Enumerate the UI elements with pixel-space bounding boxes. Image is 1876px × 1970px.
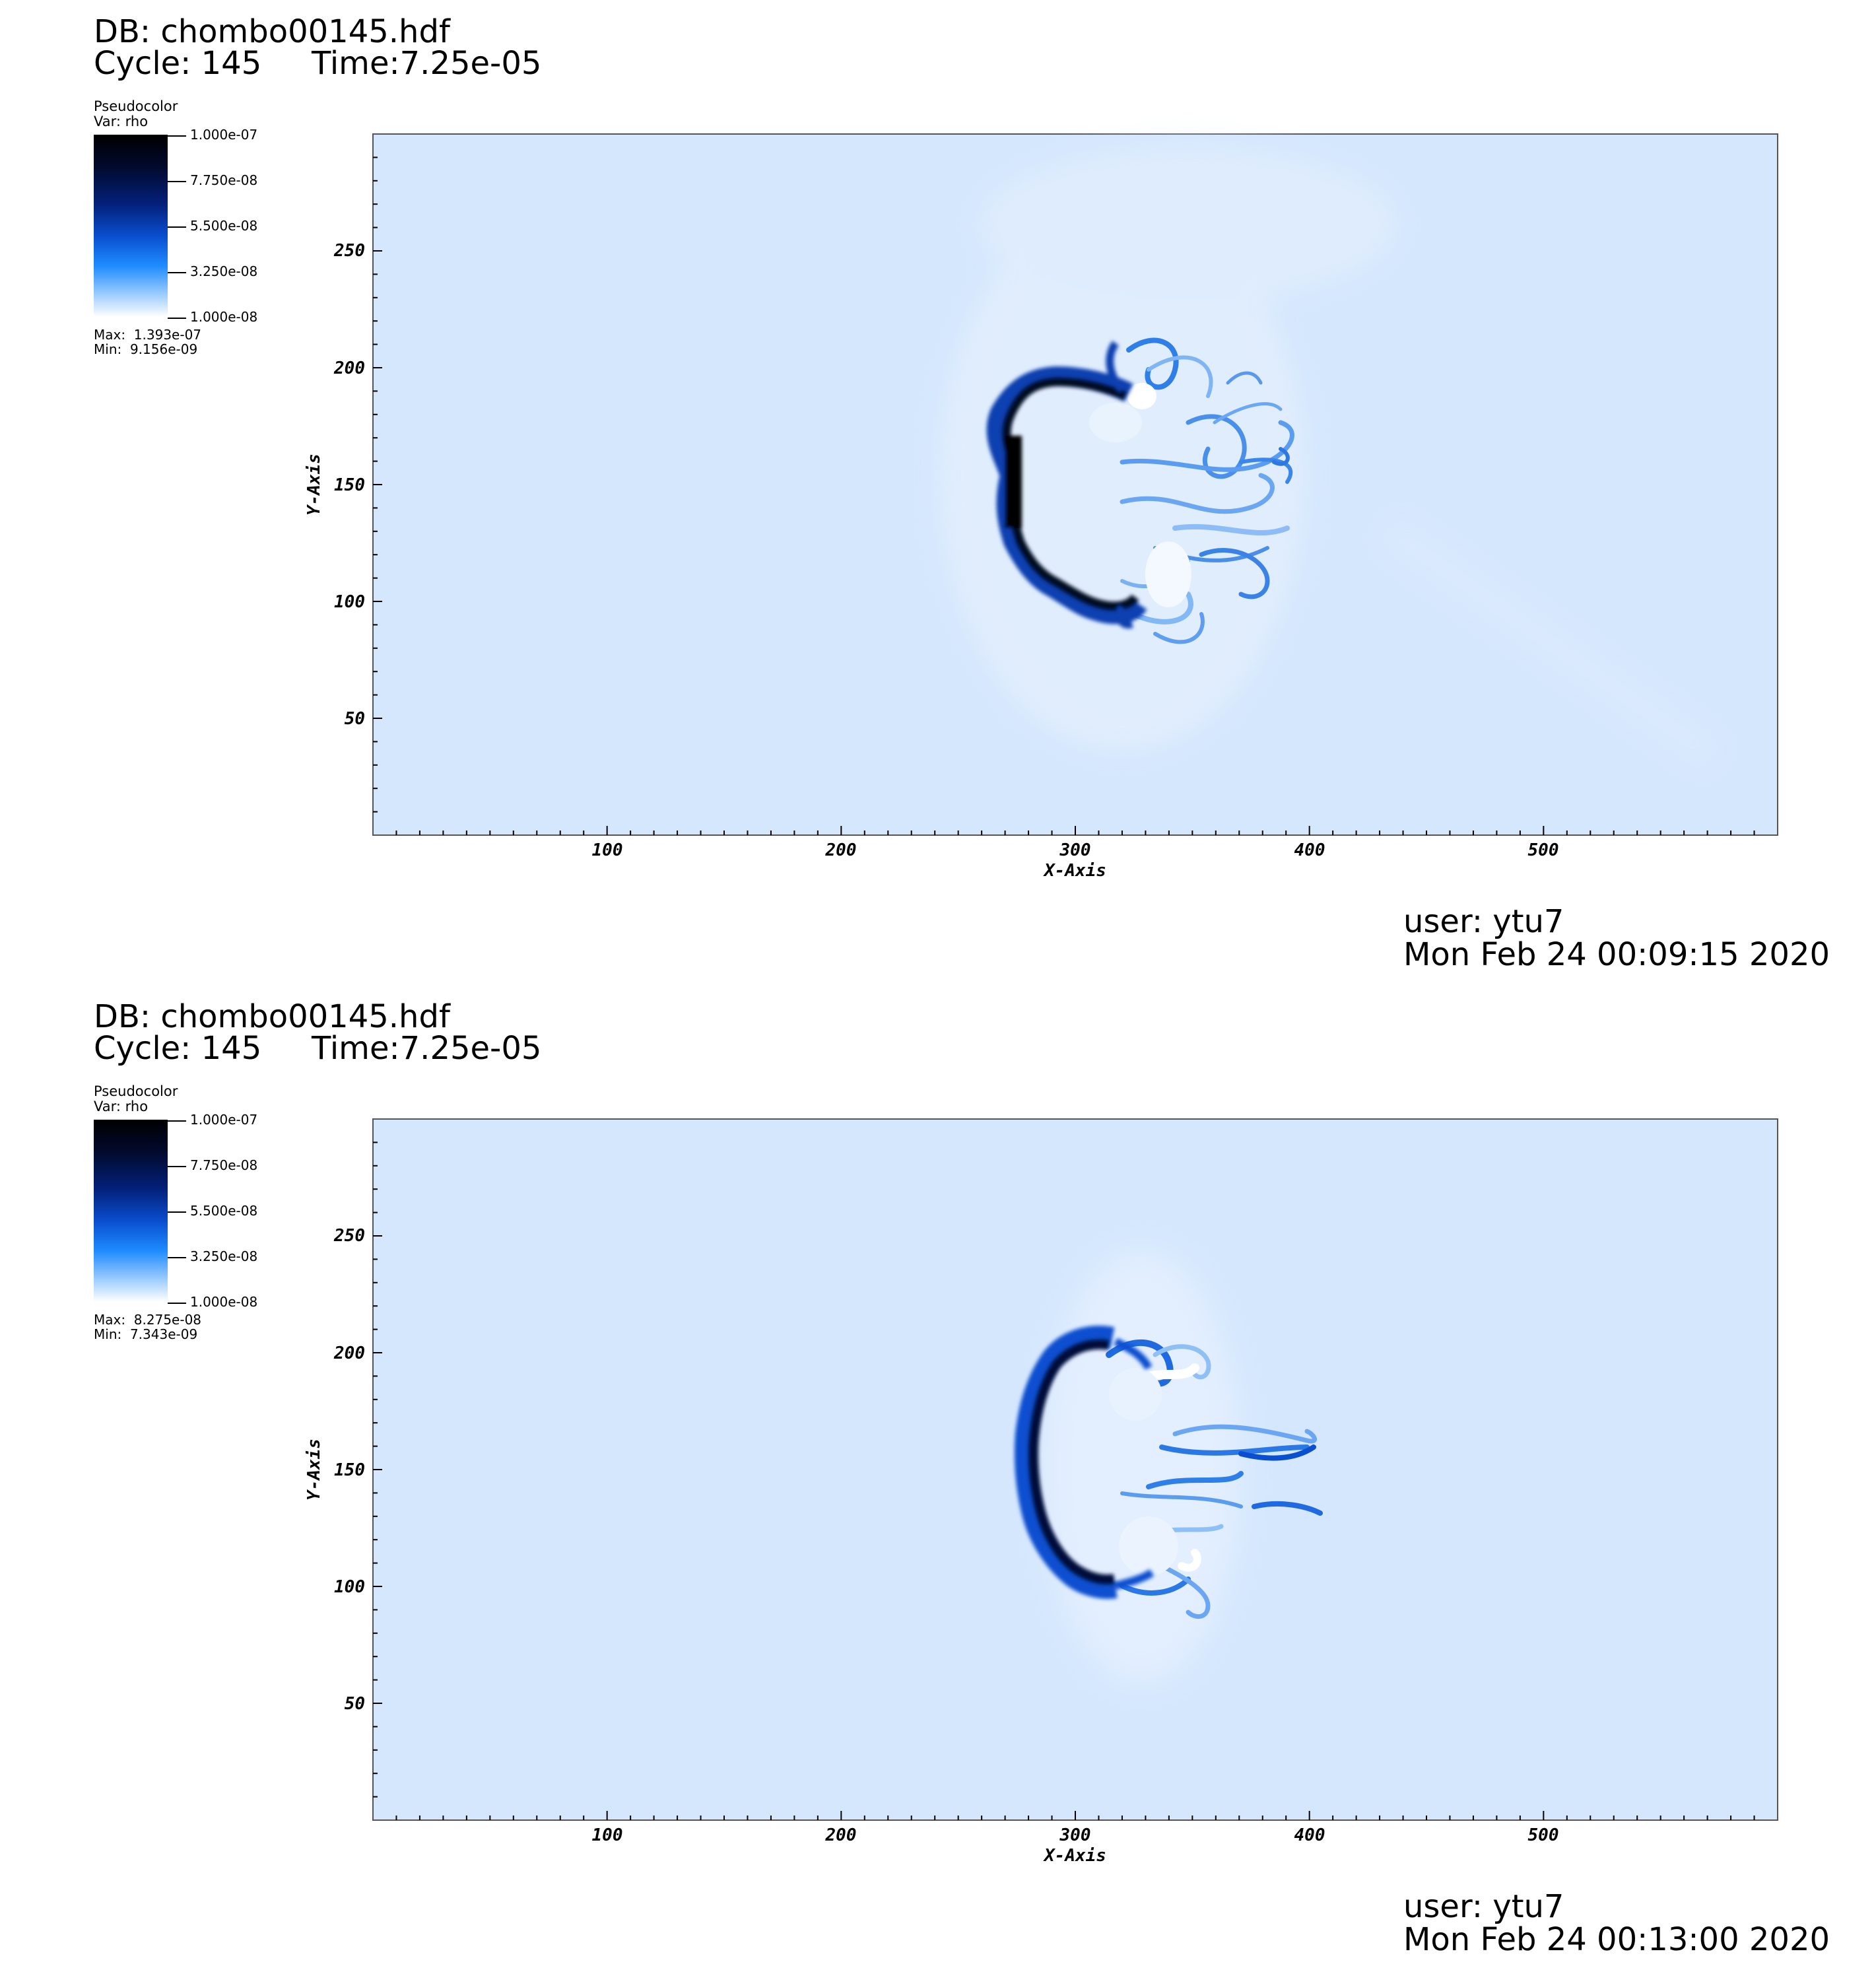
legend-min: Min: 9.156e-09 [94, 341, 198, 357]
colorbar-tick [168, 1166, 186, 1167]
colorbar-tick [168, 226, 186, 228]
x-axis-ticks [395, 1811, 1755, 1820]
colorbar [94, 135, 168, 317]
x-tick-label: 300 [1059, 840, 1091, 860]
y-tick-label: 100 [334, 592, 365, 612]
y-tick-label: 100 [334, 1577, 365, 1597]
colorbar-tick [168, 1257, 186, 1258]
db-title: DB: chombo00145.hdf [94, 998, 450, 1035]
x-tick-label: 100 [592, 1825, 623, 1845]
visit-panel-bottom: DB: chombo00145.hdf Cycle: 145 Time:7.25… [0, 985, 1876, 1970]
colorbar-tick-label: 5.500e-08 [190, 218, 258, 234]
colorbar-tick-label: 3.250e-08 [190, 1248, 258, 1264]
colorbar-tick [168, 181, 186, 182]
legend-min: Min: 7.343e-09 [94, 1326, 198, 1342]
time-label: Time:7.25e-05 [312, 1030, 542, 1067]
x-axis-ticks [395, 826, 1755, 835]
faint-halo [1043, 1249, 1241, 1685]
y-tick-label: 50 [345, 709, 365, 729]
colorbar-tick-label: 7.750e-08 [190, 1157, 258, 1173]
colorbar-tick [168, 1120, 186, 1122]
visit-panel-top: DB: chombo00145.hdf Cycle: 145 Time:7.25… [94, 13, 1830, 973]
cycle-time-line: Cycle: 145 Time:7.25e-05 [94, 45, 541, 82]
y-tick-label: 150 [334, 1460, 365, 1480]
y-axis-title: Y-Axis [304, 454, 324, 516]
swirl-filaments [1106, 1339, 1323, 1619]
colorbar-tick-label: 1.000e-08 [190, 309, 258, 325]
x-axis-title: X-Axis [1043, 861, 1106, 881]
colorbar-tick [168, 1211, 186, 1213]
legend-title: Pseudocolor [94, 98, 178, 114]
y-axis-title: Y-Axis [304, 1439, 324, 1501]
legend-max: Max: 1.393e-07 [94, 327, 202, 343]
colorbar [94, 1120, 168, 1302]
colorbar-tick [168, 318, 186, 319]
colorbar-tick-label: 1.000e-07 [190, 1112, 258, 1128]
user-label: user: ytu7 [1403, 903, 1564, 940]
colorbar-tick-label: 1.000e-08 [190, 1294, 258, 1310]
colorbar-tick [168, 135, 186, 137]
y-tick-label: 200 [333, 358, 365, 378]
legend-var: Var: rho [94, 1099, 149, 1114]
y-tick-label: 200 [333, 1343, 365, 1363]
colorbar-tick-label: 3.250e-08 [190, 263, 258, 279]
x-tick-label: 400 [1294, 840, 1325, 860]
dense-front [986, 341, 1147, 628]
colorbar-tick-label: 1.000e-07 [190, 127, 258, 143]
faint-wake [937, 145, 1728, 776]
date-label: Mon Feb 24 00:09:15 2020 [1403, 936, 1830, 973]
cycle-label: Cycle: 145 [94, 1030, 262, 1067]
time-label: Time:7.25e-05 [312, 45, 542, 82]
y-tick-label: 250 [333, 241, 365, 261]
y-axis-ticks [373, 156, 382, 813]
x-tick-label: 500 [1528, 1825, 1559, 1845]
db-title: DB: chombo00145.hdf [94, 13, 450, 50]
dense-front [1014, 1326, 1155, 1599]
colorbar-tick [168, 1303, 186, 1304]
legend-max: Max: 8.275e-08 [94, 1312, 202, 1328]
cycle-label: Cycle: 145 [94, 45, 262, 82]
date-label: Mon Feb 24 00:13:00 2020 [1403, 1921, 1830, 1958]
y-axis-ticks [373, 1141, 382, 1798]
colorbar-tick-label: 5.500e-08 [190, 1203, 258, 1219]
colorbar-tick-label: 7.750e-08 [190, 172, 258, 188]
x-tick-label: 400 [1294, 1825, 1325, 1845]
legend-title: Pseudocolor [94, 1083, 178, 1099]
x-tick-label: 200 [825, 840, 857, 860]
plot-area: 100 200 300 400 500 X-Axis 250 200 150 1… [304, 1118, 1778, 1866]
legend-var: Var: rho [94, 114, 149, 129]
colorbar-tick [168, 272, 186, 273]
y-tick-label: 150 [334, 475, 365, 495]
swirl-filaments [1089, 337, 1294, 644]
plot-area: 100 200 300 400 500 X-Axis 250 200 150 1… [304, 133, 1778, 881]
cycle-time-line: Cycle: 145 Time:7.25e-05 [94, 1030, 541, 1067]
y-tick-label: 50 [345, 1694, 365, 1714]
user-label: user: ytu7 [1403, 1888, 1564, 1925]
y-tick-label: 250 [333, 1226, 365, 1246]
x-tick-label: 500 [1528, 840, 1559, 860]
x-tick-label: 300 [1059, 1825, 1091, 1845]
x-axis-title: X-Axis [1043, 1846, 1106, 1866]
x-tick-label: 100 [592, 840, 623, 860]
x-tick-label: 200 [825, 1825, 857, 1845]
